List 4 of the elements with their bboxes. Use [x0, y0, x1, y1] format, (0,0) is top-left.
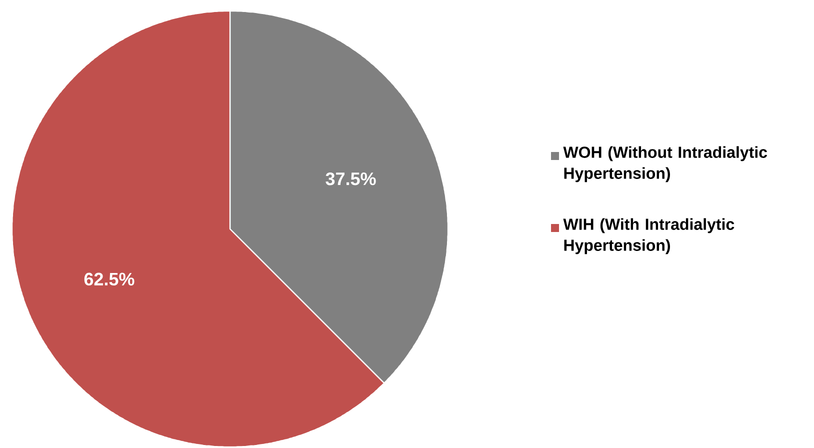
legend-label: WIH (With Intradialytic Hypertension): [563, 218, 734, 254]
legend-label: WOH (Without Intradialytic Hypertension): [563, 146, 768, 182]
data-label: 37.5%: [326, 172, 376, 186]
data-label: 62.5%: [84, 272, 134, 286]
